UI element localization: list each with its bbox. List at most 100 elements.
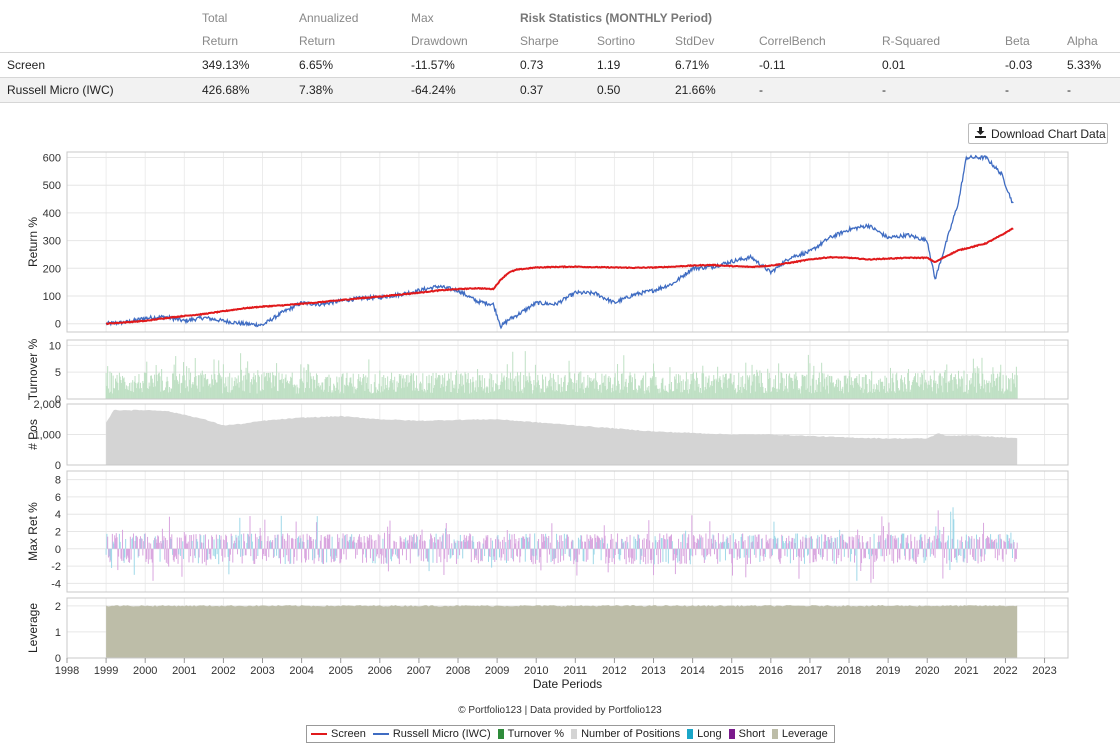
y-tick-label: 8	[55, 475, 61, 487]
cell-total-return: 349.13%	[202, 52, 299, 78]
y-axis-label: Return %	[26, 217, 40, 267]
x-tick-label: 2011	[563, 665, 587, 677]
row-name: Russell Micro (IWC)	[0, 77, 202, 103]
y-tick-label: 2	[55, 601, 61, 613]
y-tick-label: -2	[51, 561, 61, 573]
screen-line	[105, 227, 1014, 326]
y-tick-label: 2,000	[33, 399, 61, 411]
download-button-label: Download Chart Data	[991, 126, 1106, 141]
panel-border	[66, 597, 1069, 659]
legend-label: Long	[697, 728, 722, 740]
download-chart-data-button[interactable]: Download Chart Data	[968, 123, 1108, 144]
x-tick-label: 2020	[915, 665, 939, 677]
hdr-max: Max	[411, 10, 434, 25]
legend-swatch	[771, 729, 778, 739]
x-tick-label: 2021	[954, 665, 978, 677]
cell-max-drawdown: -11.57%	[411, 52, 520, 78]
y-tick-label: 500	[43, 180, 61, 192]
y-tick-label: 1,000	[33, 430, 61, 442]
legend-label: Turnover %	[507, 728, 565, 740]
hdr-correlbench: CorrelBench	[759, 33, 826, 48]
leverage-area	[106, 605, 1018, 658]
legend-item[interactable]: Long	[687, 728, 722, 740]
stats-header-row-2: Return Return Drawdown Sharpe Sortino St…	[0, 29, 1120, 53]
benchmark-line	[105, 154, 1014, 330]
y-axis-label: Max Ret %	[26, 502, 40, 561]
hdr-blank	[0, 6, 202, 29]
y-tick-label: 400	[43, 208, 61, 220]
chart-legend: Screen Russell Micro (IWC) Turnover % Numbe…	[306, 725, 835, 743]
table-row: Screen 349.13% 6.65% -11.57% 0.73 1.19 6…	[0, 52, 1120, 78]
x-tick-label: 2012	[602, 665, 626, 677]
hdr-ann-return: Return	[299, 33, 336, 48]
hdr-return: Return	[202, 33, 239, 48]
hdr-drawdown: Drawdown	[411, 33, 468, 48]
x-tick-label: 2016	[759, 665, 783, 677]
legend-item[interactable]: Turnover %	[497, 728, 565, 740]
x-tick-label: 2022	[993, 665, 1017, 677]
hdr-alpha: Alpha	[1067, 33, 1098, 48]
risk-stats-table: Total Annualized Max Risk Statistics (MO…	[0, 6, 1120, 103]
hdr-total: Total	[202, 10, 228, 25]
table-row: Russell Micro (IWC) 426.68% 7.38% -64.24…	[0, 77, 1120, 103]
legend-item[interactable]: Short	[728, 728, 765, 740]
x-tick-label: 2003	[250, 665, 274, 677]
y-tick-label: -4	[51, 578, 61, 590]
x-tick-label: 2013	[641, 665, 665, 677]
y-axis-label: Leverage	[26, 603, 40, 653]
legend-swatch	[687, 729, 694, 739]
cell-sortino: 0.50	[597, 77, 675, 103]
y-axis-label: # Pos	[26, 419, 40, 450]
legend-item[interactable]: Leverage	[771, 728, 828, 740]
legend-label: Screen	[331, 728, 366, 740]
x-tick-label: 1998	[55, 665, 79, 677]
cell-correlbench: -	[759, 77, 882, 103]
legend-swatch	[372, 733, 389, 735]
hdr-sharpe: Sharpe	[520, 33, 559, 48]
cell-beta: -	[1005, 77, 1067, 103]
x-tick-label: 2010	[524, 665, 548, 677]
legend-item[interactable]: Screen	[311, 728, 366, 740]
cell-sortino: 1.19	[597, 52, 675, 78]
cell-alpha: 5.33%	[1067, 52, 1120, 78]
positions-area	[106, 409, 1018, 465]
chart-panel-2: 0 1,000 2,000 # Pos	[26, 399, 1069, 472]
x-tick-label: 1999	[94, 665, 118, 677]
x-axis-label: Date Periods	[533, 677, 602, 691]
legend-swatch	[311, 733, 327, 735]
x-tick-label: 2007	[407, 665, 431, 677]
cell-rsquared: -	[882, 77, 1005, 103]
cell-sharpe: 0.37	[520, 77, 597, 103]
hdr-annualized: Annualized	[299, 10, 359, 25]
panel-border	[66, 339, 1069, 400]
chart-panel-4: 0 1 2 Leverage	[26, 597, 1069, 665]
legend-item[interactable]: Russell Micro (IWC)	[372, 728, 491, 740]
panel-border	[66, 470, 1069, 593]
chart-panel-0: 0 100 200 300 400 500 600 Return %	[26, 151, 1069, 333]
x-tick-label: 2004	[289, 665, 313, 677]
legend-label: Russell Micro (IWC)	[392, 728, 491, 740]
hdr-rsquared: R-Squared	[882, 33, 941, 48]
panel-border	[66, 403, 1069, 466]
chart-credit: © Portfolio123 | Data provided by Portfo…	[458, 705, 662, 716]
cell-beta: -0.03	[1005, 52, 1067, 78]
legend-swatch	[571, 729, 578, 739]
y-tick-label: 0	[55, 460, 61, 472]
y-axis-label: Turnover %	[26, 338, 40, 400]
download-icon	[975, 126, 986, 141]
x-tick-label: 2015	[719, 665, 743, 677]
x-tick-label: 2018	[837, 665, 861, 677]
legend-item[interactable]: Number of Positions	[571, 728, 680, 740]
y-tick-label: 200	[43, 263, 61, 275]
y-tick-label: 0	[55, 653, 61, 665]
legend-swatch	[497, 729, 504, 739]
hdr-sortino: Sortino	[597, 33, 636, 48]
y-tick-label: 5	[55, 367, 61, 379]
x-tick-label: 2000	[133, 665, 157, 677]
x-tick-label: 2006	[368, 665, 392, 677]
y-tick-label: 4	[55, 509, 61, 521]
cell-correlbench: -0.11	[759, 52, 882, 78]
x-tick-label: 2005	[328, 665, 352, 677]
legend-label: Leverage	[781, 728, 828, 740]
